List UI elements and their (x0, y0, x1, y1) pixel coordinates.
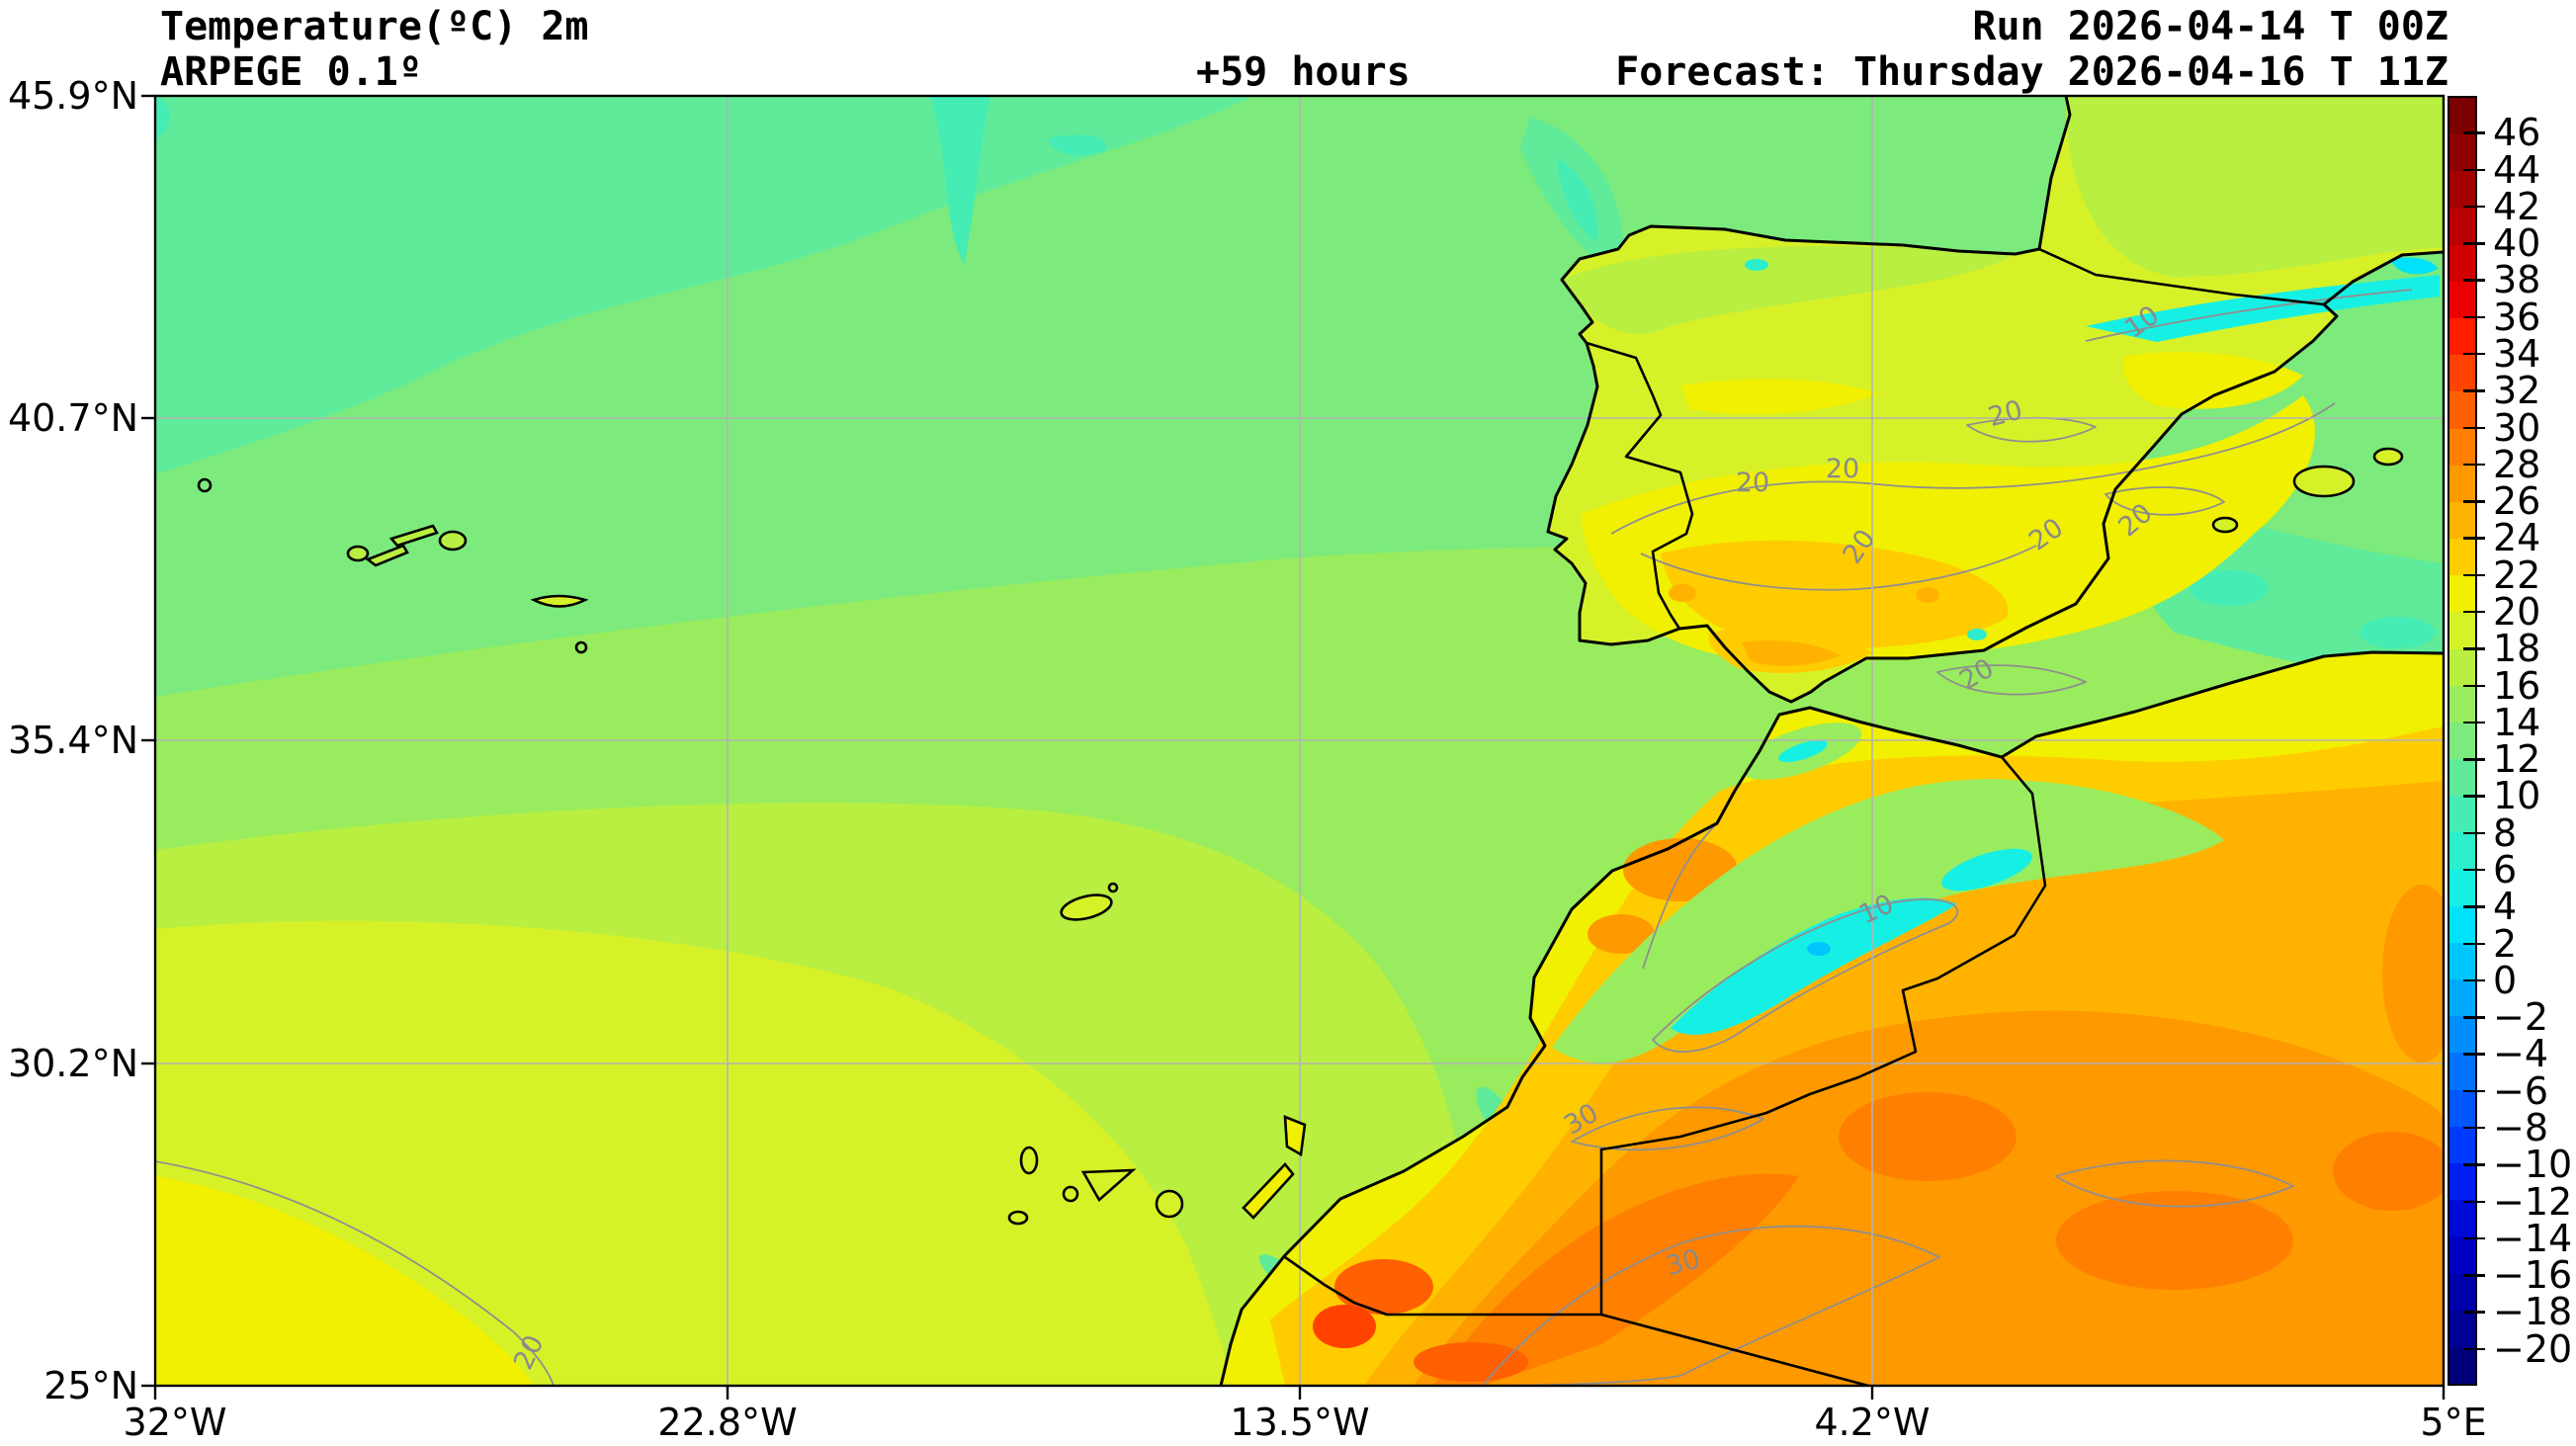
lon-tick-label: 22.8°W (619, 1400, 836, 1445)
colorbar-segment (2449, 1090, 2475, 1127)
lat-tick-label: 45.9°N (0, 73, 138, 119)
island-faial (348, 547, 368, 560)
island-la-gomera (1064, 1187, 1077, 1201)
colorbar-tick (2463, 647, 2485, 649)
colorbar-tick (2463, 1201, 2485, 1203)
colorbar-segment (2449, 1274, 2475, 1311)
island-mallorca (2294, 467, 2354, 496)
contour-label: 20 (1826, 454, 1859, 484)
lon-tick-label: 32°W (66, 1400, 284, 1445)
colorbar-segment (2449, 245, 2475, 282)
colorbar-tick (2463, 1348, 2485, 1350)
colorbar-segment (2449, 1200, 2475, 1236)
colorbar-segment (2449, 612, 2475, 648)
colorbar-tick (2463, 1016, 2485, 1018)
colorbar-segment (2449, 723, 2475, 759)
lon-tick-label: 5°E (2345, 1400, 2562, 1445)
colorbar-segment (2449, 502, 2475, 539)
colorbar-tick (2463, 685, 2485, 687)
contour-label: 20 (1736, 468, 1769, 498)
colorbar-tick (2463, 500, 2485, 502)
colorbar-tick (2463, 905, 2485, 907)
colorbar-tick (2463, 869, 2485, 871)
colorbar-tick (2463, 758, 2485, 760)
colorbar-tick (2463, 832, 2485, 834)
colorbar-segment (2449, 391, 2475, 428)
colorbar-segment (2449, 466, 2475, 502)
colorbar-segment (2449, 1236, 2475, 1273)
colorbar-tick (2463, 979, 2485, 981)
colorbar-tick (2463, 242, 2485, 244)
colorbar-segment (2449, 686, 2475, 723)
colorbar-segment (2449, 649, 2475, 686)
colorbar-segment (2449, 979, 2475, 1016)
colorbar-tick (2463, 1237, 2485, 1239)
colorbar-segment (2449, 209, 2475, 245)
colorbar-segment (2449, 832, 2475, 869)
colorbar-segment (2449, 759, 2475, 796)
island-terceira (440, 532, 466, 550)
colorbar-segment (2449, 1127, 2475, 1163)
colorbar-segment (2449, 943, 2475, 979)
colorbar-segment (2449, 429, 2475, 466)
colorbar-tick (2463, 389, 2485, 391)
colorbar-segment (2449, 906, 2475, 943)
colorbar-segment (2449, 98, 2475, 134)
colorbar-tick (2463, 1311, 2485, 1313)
colorbar-tick (2463, 722, 2485, 723)
colorbar-segment (2449, 318, 2475, 355)
lon-tick-label: 4.2°W (1763, 1400, 1981, 1445)
island-menorca (2374, 449, 2402, 465)
colorbar-tick (2463, 169, 2485, 171)
colorbar-tick (2463, 279, 2485, 281)
colorbar-tick (2463, 574, 2485, 576)
lat-tick-label: 30.2°N (0, 1041, 138, 1086)
colorbar-segment (2449, 1163, 2475, 1200)
colorbar-tick (2463, 1127, 2485, 1129)
island-ibiza (2213, 518, 2237, 532)
colorbar-tick (2463, 611, 2485, 613)
colorbar-tick (2463, 131, 2485, 133)
colorbar-tick (2463, 795, 2485, 797)
colorbar-tick (2463, 1090, 2485, 1092)
colorbar-segment (2449, 1053, 2475, 1089)
colorbar-tick (2463, 316, 2485, 318)
colorbar-segment (2449, 796, 2475, 832)
temperature-colorbar (2447, 96, 2477, 1386)
colorbar-segment (2449, 134, 2475, 171)
island-la-palma (1021, 1148, 1037, 1173)
colorbar-tick (2463, 1053, 2485, 1055)
colorbar-segment (2449, 870, 2475, 906)
weather-map-page: Temperature(ºC) 2m ARPEGE 0.1º +59 hours… (0, 0, 2576, 1446)
colorbar-tick (2463, 353, 2485, 355)
island-gran-canaria (1157, 1191, 1182, 1217)
colorbar-tick (2463, 464, 2485, 466)
colorbar-segment (2449, 355, 2475, 391)
colorbar-segment (2449, 1347, 2475, 1384)
colorbar-segment (2449, 575, 2475, 612)
lat-tick-label: 35.4°N (0, 718, 138, 763)
temperature-map: 202020202020101020203030 (0, 0, 2576, 1446)
colorbar-tick (2463, 427, 2485, 429)
colorbar-segment (2449, 1016, 2475, 1053)
colorbar-tick (2463, 1163, 2485, 1165)
lat-tick-label: 40.7°N (0, 395, 138, 441)
colorbar-segment (2449, 171, 2475, 208)
colorbar-tick (2463, 943, 2485, 945)
colorbar-tick (2463, 1274, 2485, 1276)
colorbar-segment (2449, 1311, 2475, 1347)
lon-tick-label: 13.5°W (1191, 1400, 1409, 1445)
colorbar-segment (2449, 282, 2475, 318)
colorbar-tick-label: −20 (2493, 1327, 2576, 1371)
colorbar-tick (2463, 206, 2485, 208)
colorbar-segment (2449, 539, 2475, 575)
colorbar-tick (2463, 537, 2485, 539)
